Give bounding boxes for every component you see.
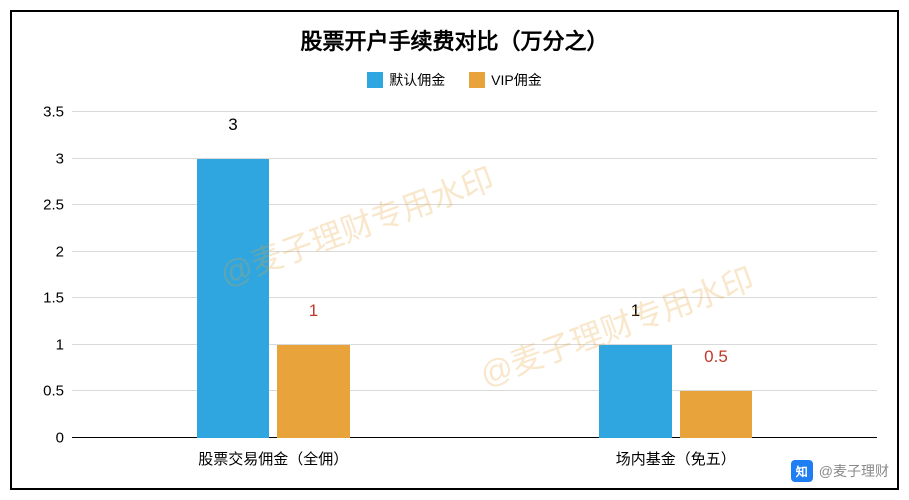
y-tick-label: 3.5 <box>43 104 64 121</box>
bar <box>277 345 349 438</box>
gridline <box>72 111 877 112</box>
x-axis-line <box>72 437 877 438</box>
bar-value-label: 3 <box>228 115 237 135</box>
y-tick-label: 1.5 <box>43 290 64 307</box>
y-tick-label: 1 <box>56 336 64 353</box>
x-category-label: 场内基金（免五） <box>616 448 736 469</box>
gridline <box>72 390 877 391</box>
y-tick-label: 3 <box>56 150 64 167</box>
gridline <box>72 158 877 159</box>
gridline <box>72 251 877 252</box>
y-tick-label: 2 <box>56 243 64 260</box>
x-category-label: 股票交易佣金（全佣） <box>198 448 348 469</box>
y-tick-label: 2.5 <box>43 197 64 214</box>
chart-container: 股票开户手续费对比（万分之） 默认佣金 VIP佣金 0 0.5 1 1.5 2 2.5 3 3… <box>10 10 899 490</box>
plot-area: 00.511.522.533.531股票交易佣金（全佣）10.5场内基金（免五） <box>72 112 877 438</box>
legend-label-vip: VIP佣金 <box>491 70 542 90</box>
bar-value-label: 0.5 <box>704 347 728 367</box>
legend-item-default: 默认佣金 <box>367 70 445 90</box>
attribution: 知 @麦子理财 <box>791 460 889 482</box>
legend-swatch-vip <box>469 72 485 88</box>
legend-label-default: 默认佣金 <box>389 70 445 90</box>
gridline <box>72 204 877 205</box>
legend-item-vip: VIP佣金 <box>469 70 542 90</box>
bar-value-label: 1 <box>309 301 318 321</box>
chart-title: 股票开户手续费对比（万分之） <box>12 12 897 56</box>
y-tick-label: 0 <box>56 430 64 447</box>
attribution-logo-icon: 知 <box>791 460 813 482</box>
attribution-text: @麦子理财 <box>819 461 889 481</box>
bar <box>599 345 671 438</box>
gridline <box>72 297 877 298</box>
y-tick-label: 0.5 <box>43 383 64 400</box>
bar-value-label: 1 <box>631 301 640 321</box>
legend: 默认佣金 VIP佣金 <box>12 70 897 91</box>
legend-swatch-default <box>367 72 383 88</box>
bar <box>197 159 269 438</box>
bar <box>680 391 752 438</box>
gridline <box>72 344 877 345</box>
